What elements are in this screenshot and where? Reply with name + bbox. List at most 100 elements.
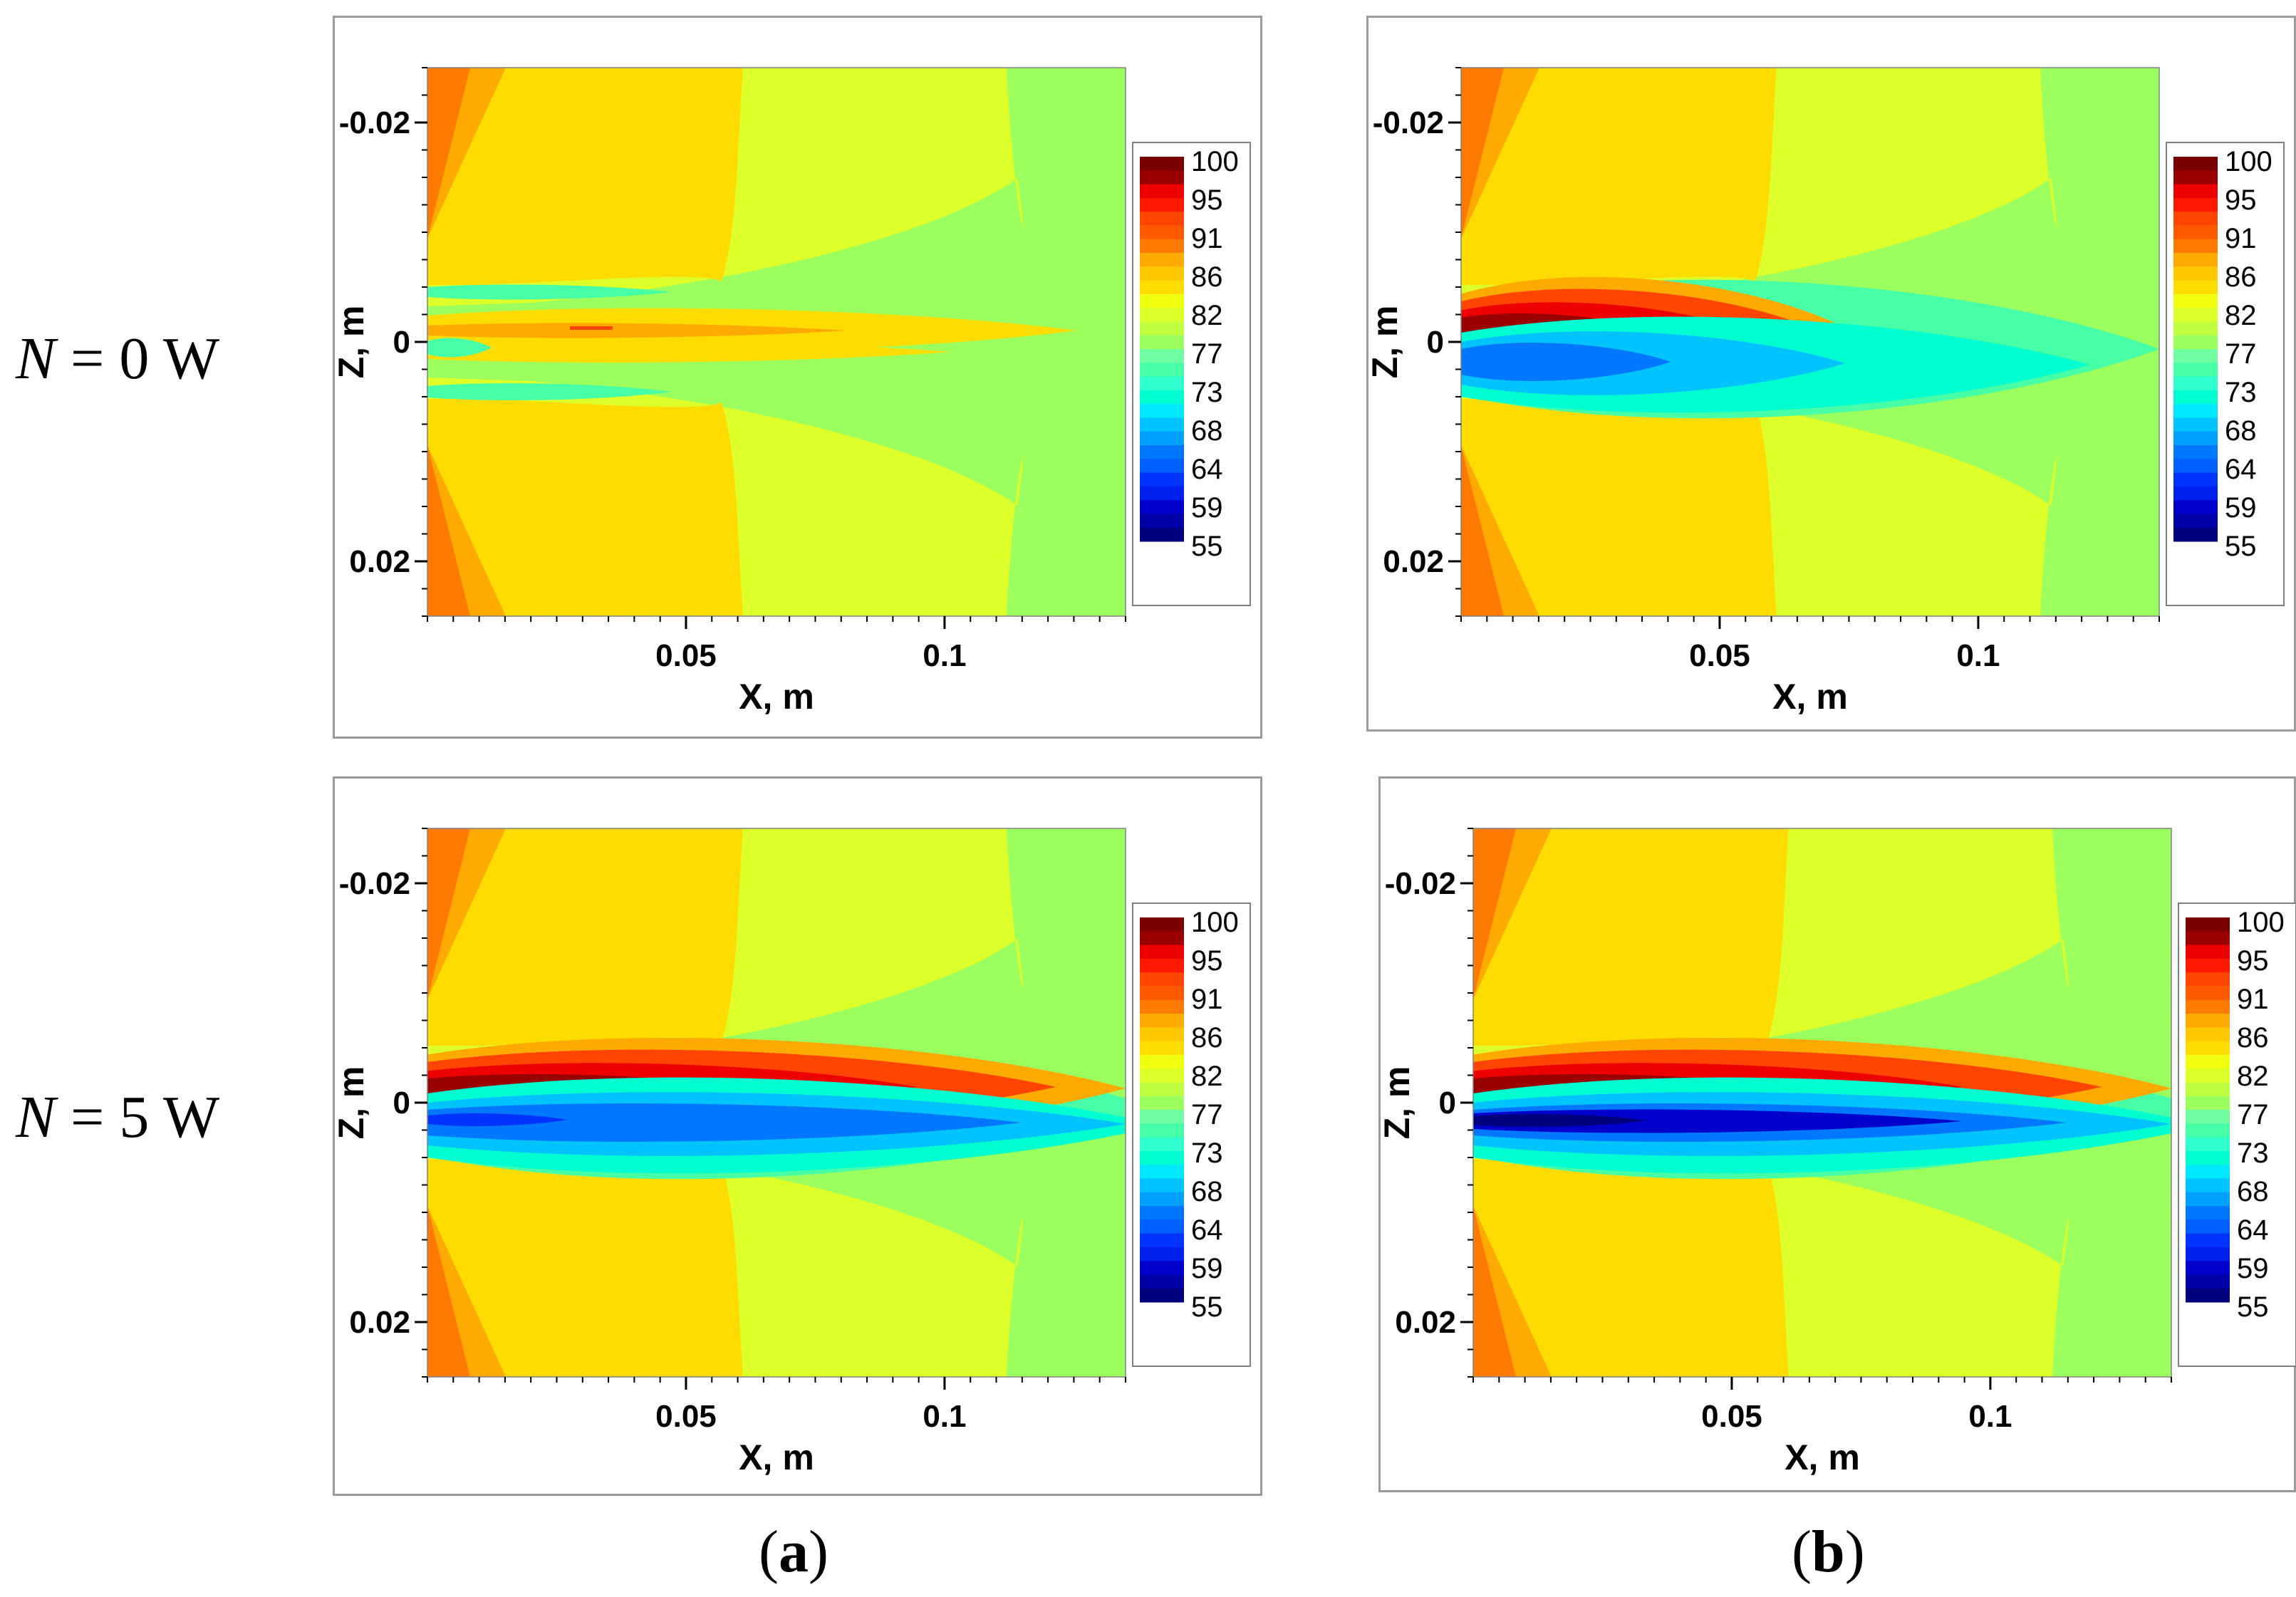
- x-tick-label: 0.1: [1968, 1399, 2012, 1434]
- colorbar-swatch: [1140, 1165, 1184, 1179]
- panel-b-top: -0.02 0 0.02 0.05 0.1 X, m Z, m 100 95 91 86 82 77 73…: [1365, 16, 2296, 732]
- colorbar-swatch: [2186, 1261, 2230, 1275]
- colorbar-swatch: [1140, 363, 1184, 378]
- colorbar-swatch: [1140, 459, 1184, 474]
- colorbar-swatch: [2173, 445, 2218, 459]
- contour-wedge-88-bottom: [427, 445, 470, 616]
- colorbar-swatch: [1140, 197, 1184, 212]
- colorbar-label: 59: [1191, 1253, 1223, 1284]
- colorbar-swatch: [1140, 917, 1184, 932]
- y-tick-label: -0.02: [1385, 866, 1456, 901]
- x-axis-title: X, m: [1785, 1437, 1860, 1477]
- row-label-n0: N = 0 W: [16, 324, 219, 393]
- colorbar-swatch: [2186, 1014, 2230, 1028]
- colorbar-label: 59: [2225, 492, 2257, 524]
- colorbar-label: 77: [1191, 338, 1223, 370]
- colorbar-swatch: [1140, 1219, 1184, 1234]
- colorbar-swatch: [2173, 390, 2218, 405]
- colorbar-swatch: [2173, 335, 2218, 350]
- x-tick-label: 0.05: [1701, 1399, 1762, 1434]
- colorbar-swatch: [1140, 999, 1184, 1014]
- colorbar-swatch: [2173, 404, 2218, 418]
- colorbar-swatch: [1140, 445, 1184, 459]
- colorbar-swatch: [1140, 184, 1184, 199]
- colorbar-swatch: [2186, 986, 2230, 1001]
- colorbar-label: 73: [2225, 377, 2257, 408]
- row-label-n5-symbol: N: [16, 1084, 56, 1150]
- contour-field: [427, 68, 1126, 616]
- colorbar-label: 95: [2237, 945, 2269, 977]
- colorbar-swatch: [1140, 500, 1184, 514]
- row-label-n0-symbol: N: [16, 326, 56, 392]
- colorbar-swatch: [2186, 1247, 2230, 1262]
- colorbar-label: 91: [2237, 984, 2269, 1015]
- colorbar-swatch: [1140, 1274, 1184, 1289]
- colorbar-label: 73: [2237, 1138, 2269, 1169]
- contour-band-82-86-bottom: [1461, 399, 1777, 616]
- colorbar-label: 68: [1191, 415, 1223, 447]
- colorbar-swatch: [2173, 376, 2218, 391]
- colorbar-swatch: [2173, 293, 2218, 308]
- contour-band-82-86-bottom: [427, 399, 743, 616]
- colorbar-swatch: [1140, 1068, 1184, 1083]
- colorbar-swatch: [2186, 931, 2230, 946]
- panel-a-top: -0.02 0 0.02 0.05 0.1 X, m Z, m 100 95 91 86 82 77 73…: [331, 16, 1262, 739]
- contour-band-82-86-top: [1461, 68, 1777, 285]
- y-tick-label: 0: [393, 1086, 410, 1120]
- colorbar-swatch: [1140, 1261, 1184, 1275]
- colorbar-swatch: [2186, 972, 2230, 987]
- colorbar-swatch: [2173, 157, 2218, 171]
- contour-wedge-88-bottom: [427, 1206, 470, 1377]
- contour-wedge-88-bottom: [1461, 445, 1504, 616]
- jet-core-hot: [570, 326, 613, 330]
- colorbar-swatch: [2186, 1192, 2230, 1207]
- heatmap-a-bottom: -0.02 0 0.02 0.05 0.1 X, m Z, m 100 95 91 86 82 77 73…: [331, 828, 1251, 1477]
- colorbar-swatch: [1140, 1178, 1184, 1193]
- column-label-a-open: (: [759, 1519, 779, 1585]
- colorbar-label: 77: [2225, 338, 2257, 370]
- colorbar-swatch: [1140, 527, 1184, 542]
- colorbar-swatch: [2173, 500, 2218, 514]
- heatmap-a-top: -0.02 0 0.02 0.05 0.1 X, m Z, m 100 95 91 86 82 77 73…: [331, 67, 1251, 717]
- heatmap-b-bottom: -0.02 0 0.02 0.05 0.1 X, m Z, m 100 95 91 86 82 77 73…: [1377, 828, 2296, 1477]
- contour-wedge-88-top: [427, 828, 470, 999]
- colorbar-swatch: [2186, 1233, 2230, 1248]
- colorbar-label: 59: [1191, 492, 1223, 524]
- colorbar-swatch: [2173, 253, 2218, 267]
- colorbar-swatch: [2186, 945, 2230, 959]
- colorbar-swatch: [2186, 1274, 2230, 1289]
- colorbar-label: 68: [2237, 1176, 2269, 1207]
- column-label-a-letter: a: [778, 1519, 809, 1585]
- x-tick-label: 0.05: [655, 638, 717, 673]
- x-axis-title: X, m: [739, 677, 814, 717]
- jet-band-55: [1473, 1114, 1648, 1127]
- colorbar-swatch: [1140, 349, 1184, 363]
- column-label-b-letter: b: [1811, 1519, 1845, 1585]
- colorbar-label: 100: [1191, 146, 1239, 177]
- colorbar-label: 86: [1191, 261, 1223, 293]
- contour-wedge-88-bottom: [1473, 1206, 1516, 1377]
- colorbar-swatch: [1140, 266, 1184, 281]
- colorbar-swatch: [1140, 404, 1184, 418]
- y-tick-label: 0: [393, 325, 410, 360]
- colorbar-swatch: [1140, 390, 1184, 405]
- column-label-b-close: ): [1844, 1519, 1865, 1585]
- colorbar-swatch: [1140, 931, 1184, 946]
- colorbar-swatch: [1140, 1247, 1184, 1262]
- colorbar-label: 95: [2225, 184, 2257, 216]
- y-axis-title: Z, m: [331, 306, 371, 379]
- colorbar-swatch: [2173, 527, 2218, 542]
- colorbar-label: 68: [2225, 415, 2257, 447]
- colorbar-swatch: [1140, 1082, 1184, 1097]
- contour-band-82-86-bottom: [427, 1160, 743, 1377]
- contour-band-82-86-top: [427, 828, 743, 1046]
- colorbar-swatch: [1140, 1233, 1184, 1248]
- colorbar-swatch: [1140, 958, 1184, 973]
- colorbar-swatch: [1140, 1027, 1184, 1042]
- colorbar-label: 59: [2237, 1253, 2269, 1284]
- colorbar-label: 91: [1191, 223, 1223, 254]
- y-tick-label: 0: [1439, 1086, 1456, 1120]
- colorbar-swatch: [2173, 280, 2218, 295]
- column-label-b: (b): [1792, 1517, 1865, 1586]
- contour-wedge-88-top: [1461, 68, 1504, 239]
